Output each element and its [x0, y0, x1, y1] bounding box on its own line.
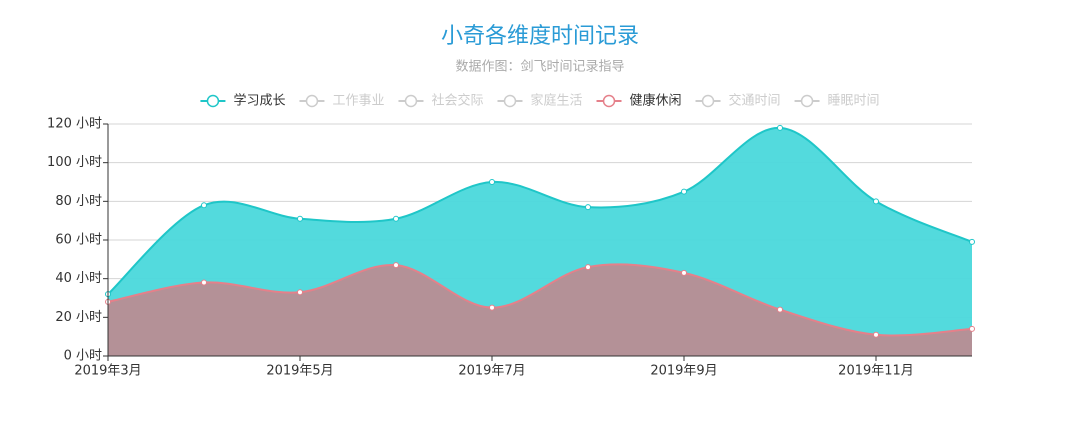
chart-title: 小奇各维度时间记录 [441, 24, 639, 49]
point [297, 289, 303, 296]
point [969, 325, 975, 332]
line [107, 263, 973, 337]
axes: 0 小时 20 小时 40 小时 60 小时 80 小时 100 小时 120 小时 2019… [47, 117, 972, 379]
legend-icon [305, 94, 319, 108]
point [489, 179, 495, 185]
point [777, 124, 783, 131]
y-tick-label: 100 小时 [47, 155, 102, 170]
point [297, 215, 303, 222]
y-tick-label: 80 小时 [55, 194, 102, 209]
legend-icon [206, 94, 220, 108]
legend-label: 交通时间 [729, 93, 781, 109]
y-tick-label: 60 小时 [55, 233, 102, 248]
line [107, 126, 973, 295]
point [585, 204, 591, 211]
x-tick-label: 2019年11月 [838, 364, 914, 379]
point [681, 188, 687, 195]
point [969, 238, 975, 245]
point [393, 262, 399, 269]
legend-label: 睡眠时间 [828, 94, 880, 109]
y-tick-label: 0 小时 [64, 349, 102, 364]
x-tick-label: 2019年3月 [74, 364, 141, 379]
point [777, 306, 783, 313]
legend-item[interactable]: 学习成长 [200, 93, 285, 109]
point [873, 198, 879, 205]
y-tick-label: 40 小时 [55, 271, 102, 286]
point [873, 331, 879, 338]
legend-item[interactable]: 家庭生活 [497, 93, 583, 109]
legend-icon [602, 94, 616, 108]
legend-icon [701, 94, 715, 108]
legend-label: 家庭生活 [530, 93, 582, 109]
legend-item[interactable]: 工作事业 [299, 94, 384, 109]
legend-label: 社会交际 [431, 93, 483, 109]
legend-label: 健康休闲 [630, 93, 682, 109]
x-tick-label: 2019年7月 [458, 364, 525, 379]
legend-item[interactable]: 社会交际 [398, 93, 483, 109]
point [585, 264, 591, 271]
legend-icon [503, 94, 517, 108]
point [393, 215, 399, 222]
x-tick-label: 2019年5月 [266, 364, 333, 379]
y-tick-label: 20 小时 [55, 310, 102, 325]
legend-label: 学习成长 [233, 93, 285, 109]
point [201, 202, 207, 209]
legend-label: 工作事业 [332, 94, 384, 109]
x-tick-label: 2019年9月 [650, 364, 717, 379]
legend: 学习成长 工作事业 社会交际 家庭生活 健康休闲 交通时间 睡眠时间 [200, 93, 880, 109]
legend-item[interactable]: 睡眠时间 [794, 94, 880, 109]
point [681, 269, 687, 276]
point [489, 304, 495, 311]
legend-item[interactable]: 健康休闲 [596, 93, 682, 109]
chart-subtitle: 数据作图：剑飞时间记录指导 [455, 59, 624, 75]
y-tick-label: 120 小时 [47, 117, 102, 132]
legend-item[interactable]: 交通时间 [695, 93, 781, 109]
point [201, 279, 207, 286]
legend-icon [800, 94, 814, 108]
plot [105, 124, 975, 356]
legend-icon [404, 94, 418, 108]
